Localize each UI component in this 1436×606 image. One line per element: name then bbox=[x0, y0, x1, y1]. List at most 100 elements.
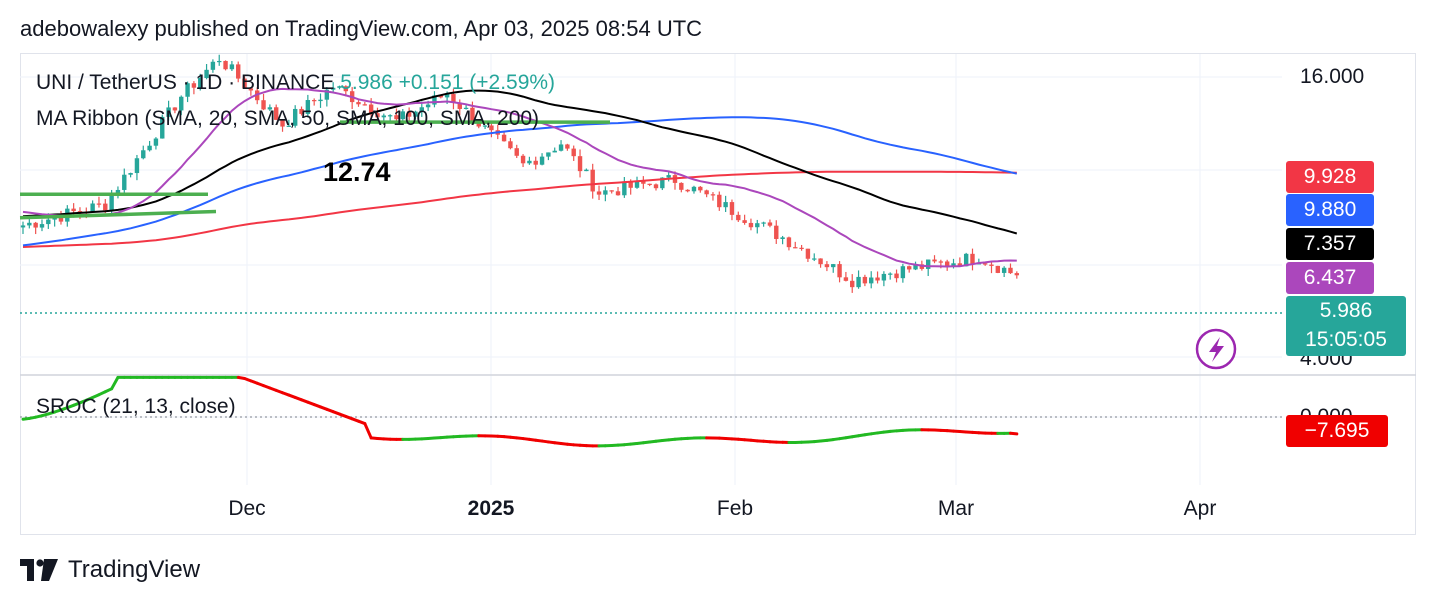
candle bbox=[191, 81, 197, 95]
candle bbox=[856, 270, 861, 289]
candle bbox=[330, 82, 336, 93]
candle bbox=[615, 186, 621, 196]
sma20-line bbox=[22, 87, 1017, 268]
candle bbox=[489, 123, 494, 138]
price-change: +0.151 (+2.59%) bbox=[398, 71, 556, 94]
candle bbox=[305, 94, 311, 118]
candle bbox=[457, 99, 462, 116]
candle bbox=[780, 235, 785, 245]
sma50-tag: 7.357 bbox=[1286, 228, 1374, 260]
candle bbox=[419, 101, 424, 117]
candle bbox=[913, 261, 918, 271]
candle bbox=[337, 85, 342, 90]
candle bbox=[501, 130, 507, 142]
candle bbox=[217, 54, 222, 66]
candle bbox=[292, 105, 298, 128]
candle bbox=[1014, 271, 1020, 279]
candle bbox=[666, 171, 671, 182]
candle bbox=[166, 100, 171, 121]
candle bbox=[539, 153, 545, 166]
candle bbox=[96, 196, 102, 208]
sma50-line bbox=[22, 89, 1018, 235]
candle bbox=[210, 59, 216, 73]
candle bbox=[685, 189, 690, 193]
candle bbox=[520, 154, 526, 168]
candle bbox=[704, 189, 709, 198]
candle bbox=[179, 95, 184, 116]
x-tick-feb: Feb bbox=[716, 497, 754, 520]
candle bbox=[1008, 263, 1013, 274]
candle bbox=[299, 106, 304, 116]
candle bbox=[236, 61, 241, 83]
candle bbox=[786, 236, 792, 251]
candle bbox=[280, 118, 285, 132]
candle bbox=[710, 192, 716, 201]
candle bbox=[818, 258, 823, 268]
symbol-legend[interactable]: UNI / TetherUS · 1D · BINANCE 5.986 +0.1… bbox=[36, 71, 555, 95]
sma200-line bbox=[22, 170, 1017, 248]
candle bbox=[596, 185, 602, 201]
x-tick-2025: 2025 bbox=[467, 497, 515, 520]
support-levels bbox=[19, 120, 610, 220]
candle bbox=[824, 261, 830, 272]
candle bbox=[634, 176, 640, 189]
candle bbox=[571, 145, 576, 161]
candle bbox=[128, 172, 133, 178]
x-tick-apr: Apr bbox=[1183, 497, 1217, 520]
candle bbox=[767, 219, 773, 228]
candle bbox=[185, 81, 190, 103]
candle bbox=[514, 144, 519, 158]
candle bbox=[805, 248, 811, 262]
candle bbox=[812, 253, 817, 262]
sroc-tag: −7.695 bbox=[1286, 415, 1388, 447]
sroc-legend[interactable]: SROC (21, 13, close) bbox=[36, 395, 236, 418]
candle bbox=[1001, 266, 1007, 278]
candle bbox=[875, 271, 880, 284]
candle bbox=[742, 214, 747, 225]
candle bbox=[242, 76, 247, 89]
ma-ribbon-legend[interactable]: MA Ribbon (SMA, 20, SMA, 50, SMA, 100, S… bbox=[36, 107, 540, 130]
candle bbox=[115, 186, 121, 199]
candle bbox=[134, 154, 140, 181]
candle bbox=[387, 114, 393, 121]
candle bbox=[982, 263, 988, 266]
candle bbox=[736, 211, 741, 222]
candle bbox=[229, 60, 235, 72]
candle bbox=[907, 265, 912, 273]
candle bbox=[27, 219, 32, 229]
candle bbox=[508, 138, 513, 150]
candle bbox=[286, 119, 292, 127]
candle bbox=[318, 93, 323, 108]
candle bbox=[198, 73, 203, 91]
candle bbox=[432, 91, 437, 108]
lightning-icon[interactable] bbox=[1195, 328, 1237, 370]
candle bbox=[406, 107, 412, 121]
candle bbox=[248, 87, 254, 96]
candle bbox=[90, 200, 95, 213]
candle bbox=[356, 100, 361, 107]
candle bbox=[925, 259, 931, 276]
candle bbox=[362, 102, 368, 106]
candle bbox=[641, 176, 646, 189]
ma-ribbon bbox=[22, 87, 1018, 268]
footer-brand: TradingView bbox=[68, 556, 201, 583]
candle bbox=[622, 176, 627, 198]
candle bbox=[869, 271, 874, 289]
candle bbox=[413, 110, 418, 120]
candle bbox=[527, 156, 532, 165]
candle bbox=[590, 163, 595, 199]
sma20-tag: 6.437 bbox=[1286, 262, 1374, 294]
candle bbox=[274, 104, 279, 121]
footer[interactable]: TradingView bbox=[20, 556, 200, 584]
candle bbox=[761, 221, 766, 227]
candle bbox=[799, 244, 804, 251]
x-tick-dec: Dec bbox=[228, 497, 266, 520]
candle bbox=[774, 220, 779, 244]
candle bbox=[223, 60, 228, 71]
candle bbox=[400, 109, 405, 122]
candle bbox=[375, 107, 380, 123]
candle bbox=[20, 221, 26, 234]
candle bbox=[995, 265, 1001, 274]
symbol-title: UNI / TetherUS · 1D · BINANCE bbox=[36, 71, 335, 94]
